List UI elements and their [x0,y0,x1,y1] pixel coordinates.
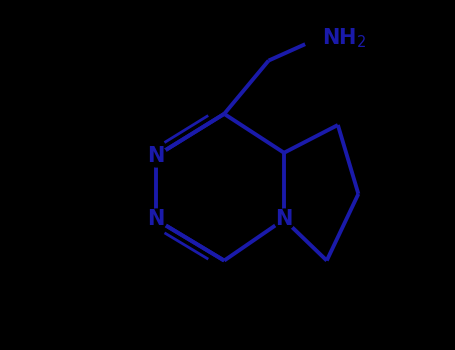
Text: N: N [147,209,165,230]
Text: N: N [275,209,293,230]
Text: N: N [147,146,165,166]
Text: NH$_2$: NH$_2$ [322,27,367,50]
